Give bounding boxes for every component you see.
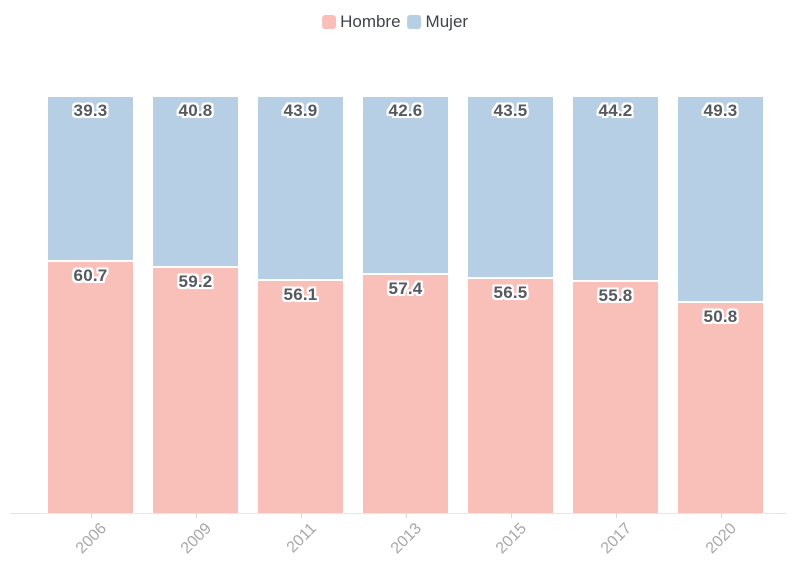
- bar-2006: 39.3 60.7: [48, 97, 133, 513]
- legend-swatch-hombre-icon: [322, 15, 337, 29]
- x-axis-label-2015: 2015: [492, 520, 530, 558]
- bar-segment-mujer-2015[interactable]: 43.5: [468, 97, 553, 278]
- value-label-hombre-2017: 55.8: [598, 285, 633, 305]
- value-label-mujer-2020: 49.3: [703, 101, 738, 120]
- x-axis-line: [10, 513, 786, 514]
- bar-2013: 42.6 57.4: [363, 97, 448, 513]
- value-label-hombre-2015: 56.5: [493, 283, 528, 303]
- bar-segment-mujer-2011[interactable]: 43.9: [258, 97, 343, 279]
- bar-segment-hombre-2020[interactable]: 50.8: [678, 300, 763, 513]
- bar-2020: 49.3 50.8: [678, 97, 763, 513]
- bar-2011: 43.9 56.1: [258, 97, 343, 513]
- bar-segment-hombre-2009[interactable]: 59.2: [153, 265, 238, 513]
- bar-segment-mujer-2009[interactable]: 40.8: [153, 97, 238, 266]
- value-label-mujer-2013: 42.6: [388, 101, 423, 120]
- x-axis-tick: [195, 513, 197, 518]
- bar-segment-mujer-2013[interactable]: 42.6: [363, 97, 448, 274]
- bar-segment-mujer-2017[interactable]: 44.2: [573, 97, 658, 280]
- value-label-mujer-2015: 43.5: [493, 101, 528, 120]
- value-label-hombre-2020: 50.8: [703, 306, 738, 326]
- bar-segment-hombre-2015[interactable]: 56.5: [468, 277, 553, 513]
- value-label-mujer-2006: 39.3: [73, 101, 108, 120]
- bar-2009: 40.8 59.2: [153, 97, 238, 513]
- value-label-hombre-2011: 56.1: [283, 284, 318, 304]
- x-axis-label-2020: 2020: [702, 520, 740, 558]
- x-axis-label-2011: 2011: [283, 520, 320, 557]
- value-label-hombre-2013: 57.4: [388, 279, 423, 299]
- legend: Hombre Mujer: [322, 12, 468, 32]
- value-label-hombre-2009: 59.2: [178, 271, 213, 291]
- x-axis-tick: [405, 513, 407, 518]
- bar-2015: 43.5 56.5: [468, 97, 553, 513]
- x-axis-label-2006: 2006: [72, 520, 110, 558]
- value-label-mujer-2017: 44.2: [598, 101, 633, 120]
- value-label-hombre-2006: 60.7: [73, 265, 108, 285]
- x-axis-tick: [720, 513, 722, 518]
- x-axis-tick: [510, 513, 512, 518]
- bar-2017: 44.2 55.8: [573, 97, 658, 513]
- legend-item-mujer[interactable]: Mujer: [407, 12, 469, 32]
- bar-segment-mujer-2006[interactable]: 39.3: [48, 97, 133, 260]
- legend-swatch-mujer-icon: [407, 15, 422, 29]
- legend-label-hombre: Hombre: [340, 12, 401, 31]
- x-axis-tick: [300, 513, 302, 518]
- bar-segment-hombre-2006[interactable]: 60.7: [48, 259, 133, 513]
- legend-item-hombre[interactable]: Hombre: [322, 12, 401, 32]
- bar-segment-mujer-2020[interactable]: 49.3: [678, 97, 763, 301]
- x-axis-label-2013: 2013: [387, 520, 425, 558]
- legend-label-mujer: Mujer: [425, 12, 469, 31]
- x-axis-tick: [615, 513, 617, 518]
- value-label-mujer-2009: 40.8: [178, 101, 213, 120]
- x-axis-label-2009: 2009: [177, 520, 215, 558]
- x-axis-label-2017: 2017: [597, 520, 635, 558]
- bar-segment-hombre-2011[interactable]: 56.1: [258, 278, 343, 513]
- bar-segment-hombre-2017[interactable]: 55.8: [573, 279, 658, 513]
- bar-segment-hombre-2013[interactable]: 57.4: [363, 273, 448, 513]
- value-label-mujer-2011: 43.9: [283, 101, 318, 120]
- x-axis-tick: [90, 513, 92, 518]
